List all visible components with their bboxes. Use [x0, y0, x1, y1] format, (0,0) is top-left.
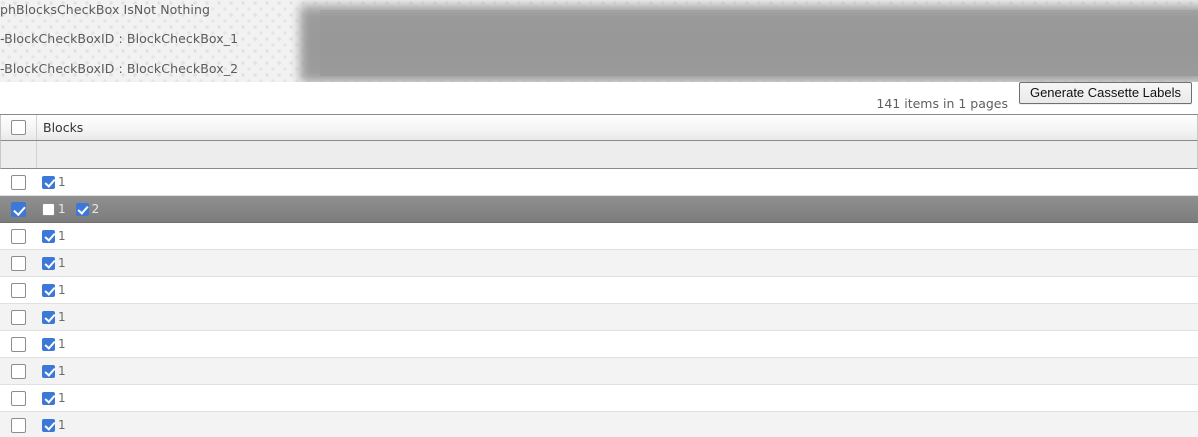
block-checkbox[interactable]	[42, 202, 55, 216]
block-label: 1	[58, 310, 66, 324]
block-item: 1	[42, 202, 66, 216]
row-select-cell	[0, 358, 36, 384]
row-select-cell	[0, 169, 36, 195]
block-checkbox[interactable]	[42, 229, 55, 243]
block-label: 1	[58, 283, 66, 297]
block-label: 1	[58, 364, 66, 378]
blocks-cell: 1	[42, 331, 66, 357]
block-label: 1	[58, 256, 66, 270]
block-checkbox[interactable]	[42, 364, 55, 378]
row-select-checkbox[interactable]	[10, 228, 26, 244]
block-label: 2	[91, 202, 100, 216]
block-checkbox[interactable]	[42, 175, 55, 189]
item-count-label: 141 items in 1 pages	[876, 96, 1008, 111]
row-select-cell	[0, 385, 36, 411]
blocks-cell: 1	[42, 385, 66, 411]
block-checkbox[interactable]	[42, 337, 55, 351]
block-item: 1	[42, 391, 66, 405]
debug-line-3: -BlockCheckBoxID : BlockCheckBox_2	[0, 61, 239, 76]
block-checkbox[interactable]	[42, 283, 55, 297]
row-select-cell	[0, 196, 36, 222]
block-item: 2	[75, 202, 100, 216]
debug-line-1: phBlocksCheckBox IsNot Nothing	[0, 2, 211, 17]
block-label: 1	[58, 175, 66, 189]
blocks-cell: 1	[42, 223, 66, 249]
blocks-cell: 1	[42, 358, 66, 384]
table-row[interactable]: 1	[0, 358, 1198, 385]
block-item: 1	[42, 418, 66, 432]
row-select-checkbox[interactable]	[10, 174, 26, 190]
table-row[interactable]: 1	[0, 277, 1198, 304]
block-label: 1	[58, 202, 66, 216]
table-row[interactable]: 1	[0, 331, 1198, 358]
select-all-checkbox[interactable]	[11, 120, 26, 135]
row-select-checkbox[interactable]	[10, 309, 26, 325]
blocks-cell: 1	[42, 277, 66, 303]
blocks-cell: 1	[42, 304, 66, 330]
block-item: 1	[42, 229, 66, 243]
row-select-cell	[0, 277, 36, 303]
row-select-checkbox[interactable]	[10, 390, 26, 406]
gray-overlay-blur	[300, 4, 1198, 82]
table-row[interactable]: 1	[0, 223, 1198, 250]
block-item: 1	[42, 256, 66, 270]
block-checkbox[interactable]	[42, 256, 55, 270]
row-select-checkbox[interactable]	[10, 363, 26, 379]
table-row[interactable]: 1	[0, 169, 1198, 196]
block-checkbox[interactable]	[42, 418, 55, 432]
block-label: 1	[58, 391, 66, 405]
row-select-checkbox[interactable]	[10, 282, 26, 298]
block-item: 1	[42, 310, 66, 324]
block-checkbox[interactable]	[75, 202, 89, 216]
row-select-cell	[0, 250, 36, 276]
row-select-checkbox[interactable]	[10, 336, 26, 352]
row-select-cell	[0, 412, 36, 437]
block-item: 1	[42, 283, 66, 297]
table-row[interactable]: 1	[0, 385, 1198, 412]
debug-text-area: phBlocksCheckBox IsNot Nothing -BlockChe…	[0, 0, 1198, 82]
row-select-cell	[0, 331, 36, 357]
grid-filter-row[interactable]	[0, 141, 1198, 169]
block-checkbox[interactable]	[42, 310, 55, 324]
blocks-cell: 1	[42, 169, 66, 195]
grid-toolbar: 141 items in 1 pages Generate Cassette L…	[0, 82, 1198, 114]
row-select-checkbox[interactable]	[10, 417, 26, 433]
block-checkbox[interactable]	[42, 391, 55, 405]
filter-select-cell	[1, 141, 37, 168]
table-row[interactable]: 1	[0, 412, 1198, 437]
table-row[interactable]: 1	[0, 304, 1198, 331]
debug-line-2: -BlockCheckBoxID : BlockCheckBox_1	[0, 31, 239, 46]
block-label: 1	[58, 337, 66, 351]
row-select-cell	[0, 304, 36, 330]
blocks-cell: 1	[42, 412, 66, 437]
column-header-blocks: Blocks	[43, 120, 84, 135]
blocks-cell: 1	[42, 250, 66, 276]
block-item: 1	[42, 337, 66, 351]
block-label: 1	[58, 418, 66, 432]
header-select-all-cell	[1, 115, 37, 140]
generate-cassette-labels-button[interactable]: Generate Cassette Labels	[1018, 82, 1192, 104]
block-item: 1	[42, 364, 66, 378]
table-row[interactable]: 1	[0, 250, 1198, 277]
grid-header-row: Blocks	[0, 115, 1198, 141]
row-select-cell	[0, 223, 36, 249]
row-select-checkbox[interactable]	[10, 201, 26, 217]
row-select-checkbox[interactable]	[10, 255, 26, 271]
block-label: 1	[58, 229, 66, 243]
block-item: 1	[42, 175, 66, 189]
